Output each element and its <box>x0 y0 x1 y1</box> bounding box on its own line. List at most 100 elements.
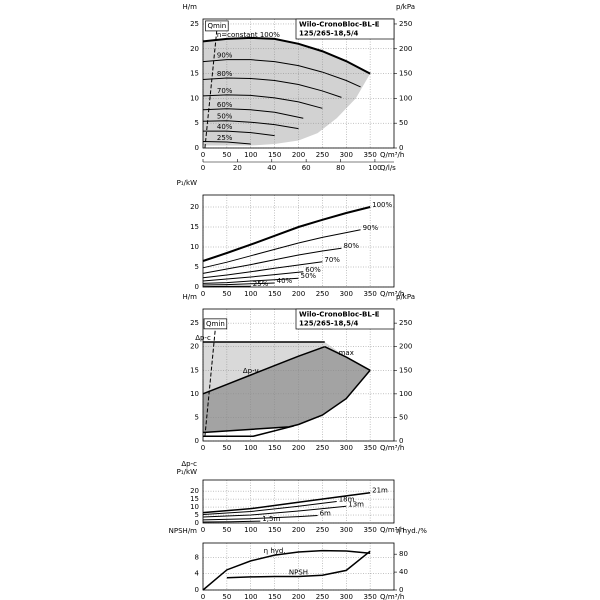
title-box <box>295 18 395 40</box>
y-axis-label: NPSH/m <box>169 527 198 535</box>
x2-tick-label: 80 <box>336 164 345 172</box>
x-axis-label: Q/m³/h <box>380 151 404 159</box>
curve <box>324 346 371 371</box>
x-tick-label: 300 <box>340 526 353 534</box>
y-tick-label: 10 <box>190 94 199 102</box>
curve <box>202 141 251 145</box>
x-tick-label: 100 <box>244 290 257 298</box>
y2-tick-label: 150 <box>399 70 412 78</box>
curve <box>202 108 304 119</box>
x-tick-label: 100 <box>244 593 257 600</box>
y-tick-label: 20 <box>190 487 199 495</box>
y-tick-label: 25 <box>190 20 199 28</box>
chart-title: Wilo-CronoBloc-BL-E <box>299 311 380 319</box>
qmin-label: Qmin <box>206 320 225 328</box>
curve <box>202 206 371 262</box>
y2-tick-label: 100 <box>399 94 412 102</box>
x-tick-label: 50 <box>222 151 231 159</box>
y-tick-label: 0 <box>195 437 199 445</box>
y2-tick-label: 100 <box>399 390 412 398</box>
curve-label: 50% <box>301 272 317 280</box>
x-tick-label: 250 <box>316 444 329 452</box>
curve-label: 6m <box>320 510 331 518</box>
y2-tick-label: 250 <box>399 20 412 28</box>
curve <box>203 130 275 137</box>
x-tick-label: 50 <box>222 444 231 452</box>
curve <box>202 282 275 286</box>
y2-tick-label: 0 <box>399 586 403 594</box>
curve-label: 40% <box>277 277 293 285</box>
x2-tick-label: 100 <box>368 164 381 172</box>
curve <box>202 277 299 284</box>
y-tick-label: 25 <box>190 319 199 327</box>
curve-label: 18m <box>339 496 355 504</box>
y-tick-label: 15 <box>190 70 199 78</box>
curve-label: 70% <box>217 87 233 95</box>
y-tick-label: 20 <box>190 203 199 211</box>
y-tick-label: 5 <box>195 263 199 271</box>
qmin-label: Qmin <box>207 22 226 30</box>
curve <box>202 271 304 282</box>
x-axis-label: Q/m³/h <box>380 593 404 600</box>
curve-label: 90% <box>363 224 379 232</box>
x-tick-label: 0 <box>201 151 205 159</box>
x-axis-label: Q/m³/h <box>380 290 404 298</box>
y2-tick-label: 150 <box>399 366 412 374</box>
x2-tick-label: 40 <box>267 164 276 172</box>
y2-axis-label: p/kPa <box>396 3 415 11</box>
curve-label: 25% <box>253 280 269 288</box>
y2-tick-label: 0 <box>399 437 403 445</box>
curve-label: Δp-c <box>195 334 211 342</box>
y-tick-label: 0 <box>195 519 199 527</box>
y-tick-label: 4 <box>195 570 200 578</box>
curve-label: 60% <box>217 101 233 109</box>
x-tick-label: 50 <box>222 526 231 534</box>
y2-tick-label: 80 <box>399 550 408 558</box>
x-tick-label: 150 <box>268 526 281 534</box>
x-tick-label: 250 <box>316 151 329 159</box>
x-tick-label: 150 <box>268 444 281 452</box>
curve-label: 25% <box>217 134 233 142</box>
y-tick-label: 0 <box>195 283 199 291</box>
y2-tick-label: 200 <box>399 343 412 351</box>
x2-tick-label: 0 <box>201 164 205 172</box>
curve <box>202 520 261 523</box>
x-tick-label: 50 <box>222 290 231 298</box>
x-tick-label: 200 <box>292 593 305 600</box>
curve <box>202 501 337 516</box>
x-tick-label: 200 <box>292 526 305 534</box>
curve-label: η hyd. <box>264 547 286 555</box>
qmin-box <box>203 318 228 330</box>
x-tick-label: 150 <box>268 151 281 159</box>
chart-title: 125/265-18,5/4 <box>299 320 359 328</box>
curve <box>202 369 371 434</box>
curve-label: 80% <box>217 70 233 78</box>
plot-frame <box>202 542 395 591</box>
y-tick-label: 15 <box>190 223 199 231</box>
curve-label: 50% <box>217 113 233 121</box>
y-tick-label: 5 <box>195 511 199 519</box>
curve-label: 1,5m <box>262 515 280 523</box>
y2-tick-label: 200 <box>399 45 412 53</box>
y-tick-label: 20 <box>190 45 199 53</box>
x-tick-label: 350 <box>363 151 376 159</box>
x-tick-label: 350 <box>363 526 376 534</box>
curve-label: n=constant 100% <box>217 31 280 39</box>
curve-label: 13m <box>348 500 364 508</box>
y-tick-label: 8 <box>195 553 199 561</box>
x-tick-label: 100 <box>244 151 257 159</box>
y-axis-label: P₁/kW <box>177 179 197 187</box>
x-tick-label: 300 <box>340 593 353 600</box>
x-tick-label: 350 <box>363 444 376 452</box>
y-tick-label: 20 <box>190 343 199 351</box>
y2-axis-label: η hyd./% <box>396 527 427 535</box>
shaded-area <box>203 37 371 146</box>
chart-title: Wilo-CronoBloc-BL-E <box>299 21 380 29</box>
y-axis-label: H/m <box>183 293 198 301</box>
y-axis-label: P₁/kW <box>177 468 197 476</box>
x-tick-label: 250 <box>316 526 329 534</box>
title-box <box>295 308 395 330</box>
x2-tick-label: 60 <box>302 164 311 172</box>
